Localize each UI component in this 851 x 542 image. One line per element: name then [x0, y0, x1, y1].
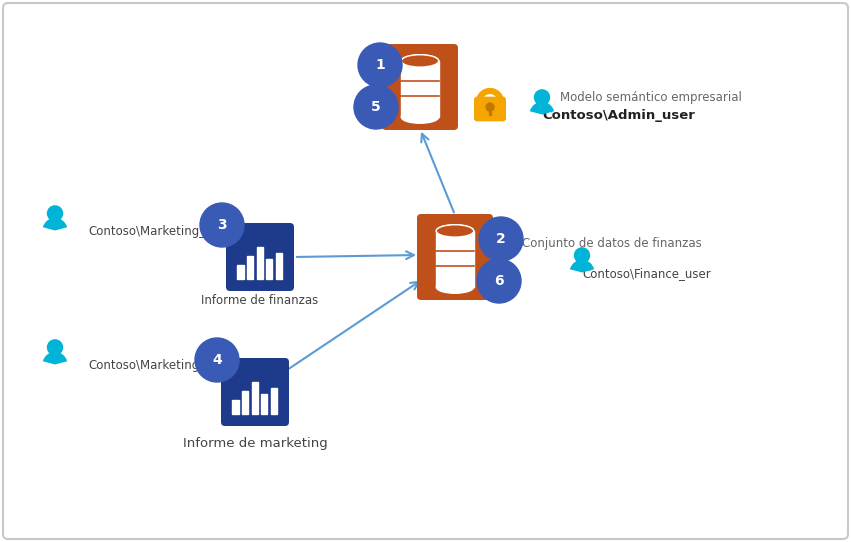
- Circle shape: [200, 203, 244, 247]
- FancyBboxPatch shape: [474, 96, 506, 121]
- Bar: [237, 265, 243, 279]
- Circle shape: [48, 340, 62, 355]
- FancyBboxPatch shape: [3, 3, 848, 539]
- FancyBboxPatch shape: [221, 358, 289, 426]
- Wedge shape: [43, 352, 67, 365]
- Text: Informe de marketing: Informe de marketing: [183, 437, 328, 450]
- Ellipse shape: [437, 281, 474, 293]
- Bar: [261, 393, 267, 414]
- FancyBboxPatch shape: [382, 44, 458, 130]
- Bar: [242, 391, 248, 414]
- Circle shape: [358, 43, 402, 87]
- Text: 6: 6: [494, 274, 504, 288]
- Ellipse shape: [437, 225, 474, 237]
- Circle shape: [477, 259, 521, 303]
- Ellipse shape: [402, 55, 439, 67]
- Text: 1: 1: [375, 58, 385, 72]
- Text: 5: 5: [371, 100, 381, 114]
- Bar: [402, 61, 439, 117]
- Circle shape: [48, 206, 62, 221]
- Bar: [437, 231, 474, 287]
- Text: Modelo semántico empresarial: Modelo semántico empresarial: [560, 91, 742, 104]
- Circle shape: [195, 338, 239, 382]
- Bar: [266, 259, 272, 279]
- Text: Contoso\Finance_user: Contoso\Finance_user: [582, 268, 711, 281]
- Text: Contoso\Marketing_user: Contoso\Marketing_user: [88, 225, 231, 238]
- Bar: [247, 256, 254, 279]
- FancyBboxPatch shape: [417, 214, 493, 300]
- Text: Informe de finanzas: Informe de finanzas: [202, 294, 318, 307]
- Circle shape: [574, 248, 590, 263]
- Bar: [271, 388, 277, 414]
- Text: Contoso\Marketing_user: Contoso\Marketing_user: [88, 359, 231, 372]
- Text: 4: 4: [212, 353, 222, 367]
- Circle shape: [534, 90, 550, 105]
- Text: 3: 3: [217, 218, 227, 232]
- Bar: [257, 247, 263, 279]
- FancyBboxPatch shape: [226, 223, 294, 291]
- Text: Conjunto de datos de finanzas: Conjunto de datos de finanzas: [522, 237, 702, 250]
- Bar: [232, 400, 238, 414]
- Text: 2: 2: [496, 232, 505, 246]
- Ellipse shape: [402, 111, 439, 123]
- Ellipse shape: [402, 55, 439, 67]
- Wedge shape: [530, 102, 554, 114]
- Wedge shape: [43, 218, 67, 230]
- Circle shape: [485, 102, 494, 112]
- Bar: [276, 253, 282, 279]
- Ellipse shape: [437, 225, 474, 237]
- Text: Contoso\Admin_user: Contoso\Admin_user: [542, 109, 695, 122]
- Circle shape: [479, 217, 523, 261]
- Bar: [252, 382, 258, 414]
- Wedge shape: [570, 260, 594, 273]
- Circle shape: [354, 85, 398, 129]
